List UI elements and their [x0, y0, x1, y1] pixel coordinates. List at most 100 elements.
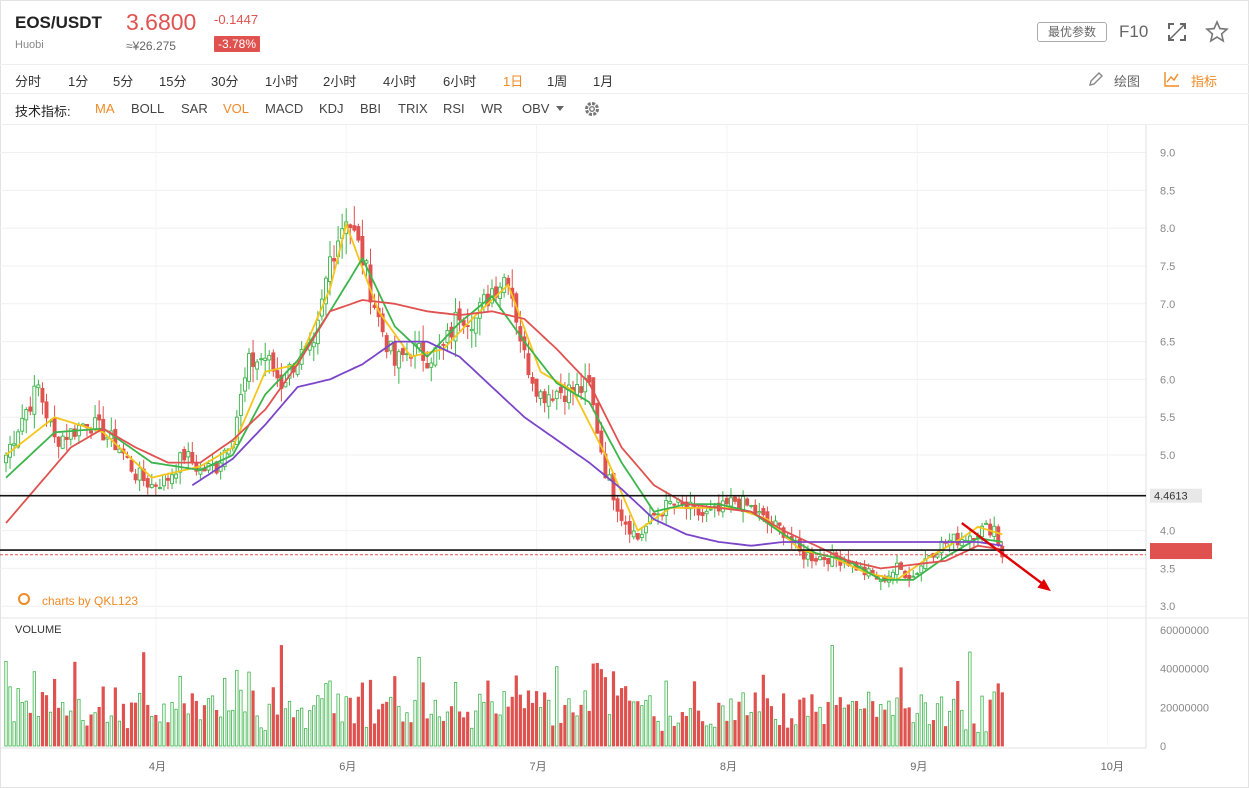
candle: [672, 503, 677, 506]
indicator-bbi[interactable]: BBI: [360, 101, 381, 116]
candle: [356, 226, 361, 241]
candle: [72, 428, 77, 437]
candle: [502, 277, 507, 293]
volume-bar: [705, 725, 709, 747]
volume-bar: [696, 710, 701, 747]
timeframe-3[interactable]: 5分: [113, 74, 134, 89]
candle: [911, 575, 916, 578]
candle: [400, 348, 405, 356]
timeframe-11[interactable]: 1周: [547, 74, 568, 89]
timeframe-1[interactable]: 分时: [15, 74, 42, 89]
candle: [526, 353, 531, 376]
volume-bar: [632, 701, 636, 747]
price-tick-label: 7.5: [1160, 261, 1175, 273]
timeframe-10[interactable]: 1日: [503, 74, 524, 89]
volume-bar: [814, 711, 818, 747]
volume-bar: [944, 726, 948, 747]
candle: [24, 409, 29, 421]
volume-bar: [676, 722, 680, 747]
timeframe-2[interactable]: 1分: [68, 74, 89, 89]
volume-bar: [522, 708, 527, 747]
volume-bar: [575, 715, 579, 747]
volume-bar: [239, 689, 243, 747]
volume-bar: [376, 709, 381, 747]
volume-bar: [725, 720, 729, 747]
volume-bar: [838, 697, 842, 747]
volume-bar: [482, 701, 486, 747]
volume-bar: [798, 699, 802, 747]
candle: [311, 342, 316, 348]
best-params-button[interactable]: 最优参数: [1037, 22, 1107, 42]
x-tick-label: 6月: [339, 761, 356, 773]
volume-bar: [486, 680, 490, 747]
volume-bar: [498, 714, 502, 747]
last-price-tag: [1150, 543, 1212, 560]
candle: [733, 496, 737, 502]
pencil-icon[interactable]: [1088, 71, 1104, 87]
volume-bar: [818, 706, 822, 747]
volume-bar: [656, 721, 660, 747]
indicator-trix[interactable]: TRIX: [398, 101, 428, 116]
indicator-rsi[interactable]: RSI: [443, 101, 465, 116]
timeframe-9[interactable]: 6小时: [443, 74, 477, 89]
candle: [895, 562, 899, 576]
arrow-head: [1037, 578, 1051, 592]
volume-bar: [701, 721, 705, 747]
price-tick-label: 3.0: [1160, 601, 1175, 613]
volume-bar: [826, 701, 830, 747]
timeframe-7[interactable]: 2小时: [323, 74, 357, 89]
volume-bar: [822, 723, 826, 747]
volume-bar: [769, 706, 774, 747]
volume-bar: [417, 657, 421, 747]
timeframe-8[interactable]: 4小时: [383, 74, 417, 89]
indicator-chart-icon[interactable]: [1164, 71, 1180, 87]
volume-bar: [903, 708, 907, 747]
volume-bar: [12, 721, 16, 747]
volume-bar: [138, 692, 142, 747]
expand-icon[interactable]: [1166, 21, 1188, 43]
volume-bar: [336, 693, 340, 747]
volume-bar: [858, 709, 863, 747]
volume-bar: [393, 676, 397, 747]
indicator-sar[interactable]: SAR: [181, 101, 208, 116]
candle: [384, 335, 389, 353]
timeframe-12[interactable]: 1月: [593, 74, 614, 89]
price-chart[interactable]: 3.03.54.04.55.05.56.06.57.07.58.08.59.04…: [0, 125, 1249, 786]
star-icon[interactable]: [1205, 20, 1229, 44]
x-tick-label: 7月: [530, 761, 547, 773]
volume-bar: [332, 713, 336, 747]
chevron-down-icon[interactable]: [555, 104, 565, 112]
volume-bar: [81, 720, 85, 747]
indicator-obv[interactable]: OBV: [522, 101, 550, 116]
indicator-bar-label: 技术指标:: [15, 104, 71, 119]
volume-bar: [591, 663, 595, 747]
candle: [145, 478, 150, 488]
candle: [805, 552, 810, 560]
candle: [392, 342, 397, 366]
indicator-wr[interactable]: WR: [481, 101, 503, 116]
indicator-kdj[interactable]: KDJ: [319, 101, 344, 116]
candle: [149, 483, 154, 488]
draw-tool-label[interactable]: 绘图: [1114, 74, 1141, 89]
indicator-ma[interactable]: MA: [95, 101, 115, 116]
candle: [247, 353, 251, 382]
indicator-boll[interactable]: BOLL: [131, 101, 165, 116]
candle: [190, 452, 195, 464]
f10-button[interactable]: F10: [1119, 22, 1149, 41]
candle: [4, 454, 8, 464]
indicator-tool-label[interactable]: 指标: [1191, 74, 1218, 89]
timeframe-5[interactable]: 30分: [211, 74, 239, 89]
indicator-vol[interactable]: VOL: [223, 101, 250, 116]
volume-bar: [441, 720, 446, 747]
candle: [328, 256, 332, 283]
candle: [652, 512, 656, 516]
gear-icon[interactable]: [583, 100, 601, 118]
timeframe-6[interactable]: 1小时: [265, 74, 299, 89]
volume-bar: [231, 709, 235, 747]
volume-bar: [830, 645, 834, 747]
volume-bar: [867, 691, 871, 747]
indicator-macd[interactable]: MACD: [265, 101, 304, 116]
timeframe-4[interactable]: 15分: [159, 74, 187, 89]
volume-bar: [320, 698, 324, 747]
volume-bar: [28, 712, 32, 747]
